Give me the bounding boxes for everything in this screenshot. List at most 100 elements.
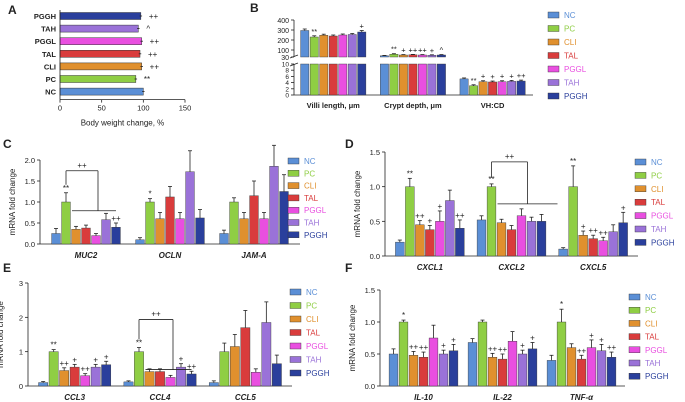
y-tick-label: 1.5 — [365, 286, 375, 295]
group-label: CCL3 — [64, 393, 85, 402]
y-tick-label: 1 — [19, 348, 23, 357]
significance-mark: + — [401, 46, 406, 55]
bar-TAL — [418, 357, 429, 387]
legend-swatch-PGGL — [289, 342, 302, 350]
significance-mark: + — [437, 202, 442, 211]
bar-PGGL — [586, 347, 597, 387]
legend-swatch-NC — [287, 157, 300, 165]
legend-swatch-TAH — [287, 219, 300, 226]
bar-TAH — [90, 366, 101, 387]
bar-PGGH — [527, 348, 538, 387]
bar-PGGL — [165, 377, 176, 387]
panel-letter-C: C — [3, 137, 12, 151]
y-tick-label: 200 — [277, 38, 289, 45]
category-label: PC — [46, 75, 57, 84]
y-tick-label: 0 — [285, 93, 289, 100]
legend-swatch-PC — [628, 307, 641, 314]
bar-TAH — [596, 350, 607, 387]
legend-swatch-TAH — [634, 225, 647, 233]
significance-mark: ++ — [598, 228, 608, 237]
legend-label-CLI: CLI — [304, 182, 316, 191]
bar-NC — [59, 87, 144, 96]
significance-mark: + — [509, 71, 514, 80]
bar-TAL — [155, 371, 165, 387]
y-tick-label: 1.5 — [370, 148, 380, 157]
legend-label-TAH: TAH — [304, 219, 320, 228]
legend-label-CLI: CLI — [651, 185, 663, 194]
bar-PGGH — [279, 191, 289, 245]
bar-CLI — [319, 35, 329, 58]
y-tick-label: 1.0 — [365, 318, 375, 327]
legend-label-TAH: TAH — [306, 356, 322, 365]
bar-CLI — [415, 224, 425, 257]
significance-mark: + — [430, 46, 435, 55]
legend-swatch-CLI — [634, 185, 647, 193]
bar-PC-base — [309, 63, 319, 96]
panel-letter-F: F — [345, 261, 352, 275]
bar-TAL — [408, 54, 418, 58]
bar-PGGH — [448, 350, 459, 387]
legend-swatch-PGGH — [287, 231, 300, 239]
y-axis-label: mRNA fold change — [0, 301, 5, 368]
y-tick-label: 1.5 — [25, 177, 35, 186]
significance-mark: ** — [407, 169, 413, 178]
bar-PC — [145, 201, 155, 245]
significance-mark: + — [621, 203, 626, 212]
significance-mark: ++ — [418, 46, 427, 55]
legend-label-TAL: TAL — [306, 329, 321, 338]
group-label: JAM-A — [241, 251, 267, 260]
legend-swatch-PGGL — [547, 65, 560, 73]
bar-PC — [389, 54, 399, 58]
bar-PGGH-base — [437, 63, 446, 96]
bar-TAH — [59, 24, 139, 33]
bar-PGGL — [250, 372, 261, 387]
y-axis-label: mRNA fold change — [8, 168, 17, 235]
bar-NC — [51, 233, 61, 245]
bracket-label: ++ — [77, 161, 87, 170]
legend-label-PGGL: PGGL — [304, 206, 327, 215]
bar-CLI — [408, 355, 419, 387]
bar-PC — [469, 85, 478, 96]
legend-label-NC: NC — [564, 11, 576, 20]
bar-PGGL — [91, 235, 101, 245]
bar-CLI — [487, 357, 498, 387]
bar-PGGH — [271, 363, 282, 387]
bar-PGGL — [80, 375, 91, 387]
significance-mark: ++ — [150, 37, 160, 46]
x-axis-label: Body weight change, % — [81, 119, 165, 128]
legend-swatch-PGGL — [634, 212, 647, 219]
legend-swatch-PGGH — [547, 92, 560, 100]
bar-CLI — [496, 222, 507, 257]
bar-TAH — [347, 34, 357, 58]
legend-label-PC: PC — [304, 169, 315, 178]
significance-mark: ** — [136, 339, 142, 348]
legend-label-TAH: TAH — [564, 79, 580, 88]
legend-swatch-PC — [547, 25, 560, 32]
significance-mark: ++ — [80, 365, 90, 374]
bar-TAH-base — [427, 63, 437, 96]
legend-label-TAL: TAL — [304, 194, 319, 203]
group-label: VH:CD — [481, 101, 505, 110]
bar-PGGH — [59, 12, 142, 20]
significance-mark: ** — [63, 184, 69, 193]
significance-mark: ++ — [59, 359, 69, 368]
bar-TAL-base — [328, 63, 338, 96]
bar-NC-base — [380, 63, 389, 96]
bar-PC — [309, 36, 319, 58]
legend-label-NC: NC — [304, 157, 316, 166]
legend-swatch-NC — [628, 293, 641, 301]
legend-label-PGGH: PGGH — [306, 369, 330, 378]
legend-label-NC: NC — [651, 158, 663, 167]
significance-mark: ++ — [111, 214, 121, 223]
x-tick-label: 0 — [58, 104, 62, 113]
y-tick-label: 0.5 — [370, 217, 380, 226]
significance-mark: ++ — [607, 343, 617, 352]
category-label: TAH — [41, 25, 56, 34]
group-label: OCLN — [159, 251, 182, 260]
significance-mark: ++ — [577, 346, 587, 355]
bar-PGGH — [111, 226, 121, 245]
bar-NC — [388, 353, 399, 387]
legend-label-PGGL: PGGL — [645, 346, 668, 355]
significance-mark: + — [93, 355, 98, 364]
bar-TAH — [427, 55, 437, 58]
